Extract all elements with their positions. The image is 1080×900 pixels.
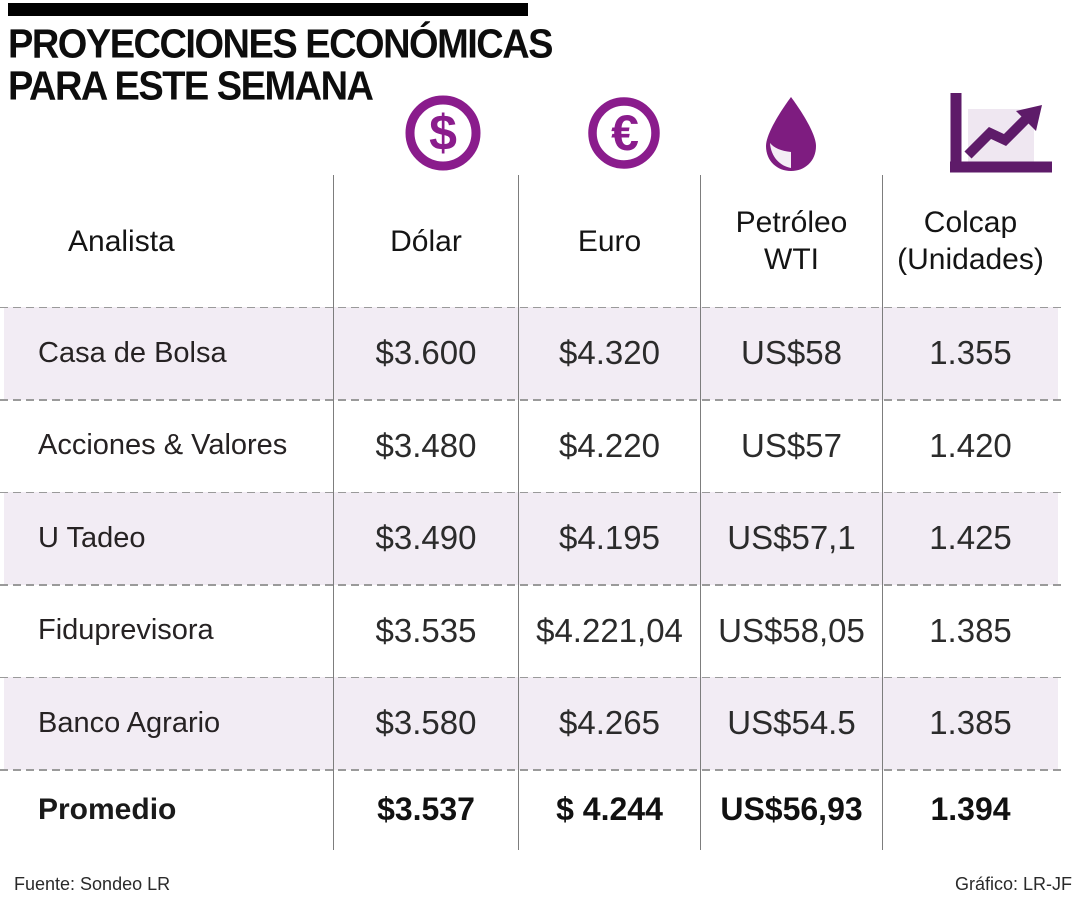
table-row: Banco Agrario $3.580 $4.265 US$54.5 1.38… — [0, 676, 1064, 770]
projections-table: Analista Dólar Euro Petróleo WTI Colcap … — [0, 175, 1064, 850]
summary-colcap-value: 1.394 — [882, 769, 1058, 850]
oil-drop-icon — [760, 95, 822, 178]
table-row: Casa de Bolsa $3.600 $4.320 US$58 1.355 — [0, 306, 1064, 400]
svg-text:€: € — [611, 105, 639, 161]
table-row: Fiduprevisora $3.535 $4.221,04 US$58,05 … — [0, 584, 1064, 677]
column-header-analista: Analista — [68, 224, 175, 258]
analyst-name: U Tadeo — [38, 521, 146, 554]
top-accent-bar — [8, 3, 528, 16]
petroleo-value: US$57,1 — [700, 492, 882, 585]
summary-label: Promedio — [38, 792, 177, 826]
column-header-petroleo: Petróleo WTI — [700, 175, 882, 307]
line-chart-icon — [950, 93, 1052, 178]
analyst-name: Acciones & Valores — [38, 429, 288, 462]
summary-petroleo-value: US$56,93 — [700, 769, 882, 850]
analyst-name: Casa de Bolsa — [38, 336, 227, 369]
table-header-row: Analista Dólar Euro Petróleo WTI Colcap … — [4, 175, 1058, 307]
graphic-credit: Gráfico: LR-JF — [954, 874, 1072, 894]
summary-row: Promedio $3.537 $ 4.244 US$56,93 1.394 — [0, 769, 1064, 850]
euro-value: $4.220 — [518, 399, 700, 492]
petroleo-value: US$57 — [700, 399, 882, 492]
dollar-circle-icon: $ — [403, 93, 483, 178]
colcap-value: 1.355 — [882, 307, 1058, 400]
page-title: PROYECCIONES ECONÓMICAS PARA ESTE SEMANA — [8, 21, 554, 110]
analyst-name: Banco Agrario — [38, 706, 221, 739]
petroleo-value: US$58,05 — [700, 584, 882, 677]
title-line2: PARA ESTE SEMANA — [8, 63, 374, 110]
euro-value: $4.195 — [518, 492, 700, 585]
colcap-value: 1.420 — [882, 399, 1058, 492]
title-line1: PROYECCIONES ECONÓMICAS — [8, 21, 554, 68]
column-header-dolar: Dólar — [333, 175, 518, 307]
dolar-value: $3.535 — [333, 584, 518, 677]
dolar-value: $3.580 — [333, 677, 518, 770]
table-row: U Tadeo $3.490 $4.195 US$57,1 1.425 — [0, 491, 1064, 585]
footer: Fuente: Sondeo LR Gráfico: LR-JF — [14, 874, 1072, 895]
dolar-value: $3.490 — [333, 492, 518, 585]
euro-circle-icon: € — [586, 95, 662, 176]
summary-euro-value: $ 4.244 — [518, 769, 700, 850]
svg-text:$: $ — [429, 105, 457, 161]
table-row: Acciones & Valores $3.480 $4.220 US$57 1… — [0, 399, 1064, 492]
petroleo-value: US$58 — [700, 307, 882, 400]
colcap-value: 1.385 — [882, 677, 1058, 770]
dolar-value: $3.600 — [333, 307, 518, 400]
summary-dolar-value: $3.537 — [333, 769, 518, 850]
euro-value: $4.265 — [518, 677, 700, 770]
colcap-value: 1.425 — [882, 492, 1058, 585]
euro-value: $4.221,04 — [518, 584, 700, 677]
source-credit: Fuente: Sondeo LR — [14, 874, 171, 894]
column-header-euro: Euro — [518, 175, 700, 307]
euro-value: $4.320 — [518, 307, 700, 400]
analyst-name: Fiduprevisora — [38, 614, 214, 647]
column-header-colcap: Colcap (Unidades) — [882, 175, 1058, 307]
dolar-value: $3.480 — [333, 399, 518, 492]
colcap-value: 1.385 — [882, 584, 1058, 677]
petroleo-value: US$54.5 — [700, 677, 882, 770]
